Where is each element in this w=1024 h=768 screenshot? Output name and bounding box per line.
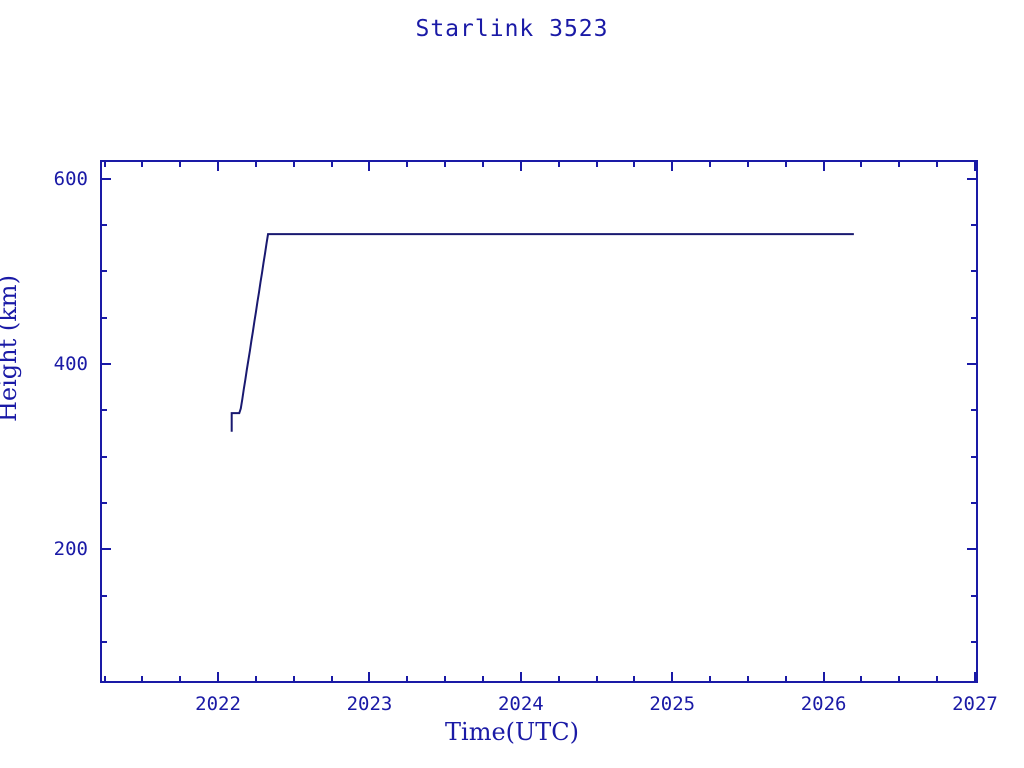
x-axis-tick [860,676,863,683]
y-axis-tick [967,548,978,551]
x-tick-label: 2024 [497,693,544,715]
x-axis-tick [936,160,939,167]
y-axis-tick [971,270,978,273]
y-axis-tick [100,223,107,226]
x-axis-tick [481,676,484,683]
y-axis-tick [100,548,111,551]
x-axis-tick [898,160,901,167]
x-axis-tick [444,160,447,167]
x-axis-tick [557,676,560,683]
y-axis-tick [971,455,978,458]
y-axis-tick [100,594,107,597]
x-axis-tick [179,160,182,167]
x-axis-tick [217,672,220,683]
x-axis-tick [330,160,333,167]
x-axis-tick [330,676,333,683]
y-tick-label: 400 [53,353,88,375]
plot-area [100,160,978,683]
x-axis-tick [406,676,409,683]
x-axis-tick [898,676,901,683]
x-axis-tick [973,160,976,171]
x-axis-tick [671,160,674,171]
x-axis-tick [368,672,371,683]
y-tick-label: 200 [53,538,88,561]
x-axis-tick [709,676,712,683]
y-axis-tick [100,270,107,273]
x-axis-tick [519,672,522,683]
x-axis-tick [254,160,257,167]
y-axis-tick [100,363,111,365]
x-axis-tick [368,160,371,171]
x-axis-tick [481,160,484,167]
x-axis-tick [179,676,182,683]
chart-title: Starlink 3523 [415,16,609,42]
x-axis-tick [936,676,939,683]
x-axis-tick [595,160,598,167]
y-axis-title: Height (km) [0,275,22,422]
x-axis-tick [746,160,749,167]
x-axis-tick [822,160,825,171]
x-tick-label: 2026 [800,693,847,715]
x-axis-tick [519,160,522,171]
height-series-line [230,233,854,432]
x-axis-tick [141,160,144,167]
x-axis-tick [292,676,295,683]
y-axis-tick [100,641,107,644]
y-axis-tick [100,177,111,180]
x-axis-tick [557,160,560,167]
x-axis-title: Time(UTC) [445,718,579,746]
y-axis-tick [971,316,978,319]
x-tick-label: 2027 [952,693,998,715]
y-axis-tick [967,177,978,180]
x-axis-tick [217,160,220,171]
x-axis-tick [254,676,257,683]
x-axis-tick [406,160,409,167]
x-axis-tick [103,676,106,683]
y-axis-tick [967,363,978,365]
x-tick-label: 2022 [195,693,241,715]
x-axis-tick [595,676,598,683]
x-axis-tick [746,676,749,683]
plot-frame-border [100,160,978,683]
x-axis-tick [784,676,787,683]
x-axis-tick [860,160,863,167]
x-axis-tick [633,160,636,167]
y-axis-tick [971,594,978,597]
x-tick-label: 2023 [346,693,393,715]
x-axis-tick [103,160,106,167]
y-axis-tick [971,641,978,644]
y-axis-tick [100,409,107,412]
x-axis-tick [444,676,447,683]
x-axis-tick [671,672,674,683]
y-axis-tick [100,502,107,505]
y-axis-tick [971,502,978,505]
x-axis-tick [973,672,976,683]
y-tick-label: 600 [53,167,88,190]
data-series-layer [230,233,854,432]
y-axis-tick [100,316,107,319]
x-tick-label: 2025 [649,693,696,715]
y-axis-tick [100,455,107,458]
y-axis-tick [971,223,978,226]
y-axis-tick [971,409,978,412]
x-axis-tick [709,160,712,167]
x-axis-tick [784,160,787,167]
x-axis-tick [822,672,825,683]
x-axis-tick [633,676,636,683]
x-axis-tick [292,160,295,167]
x-axis-tick [141,676,144,683]
